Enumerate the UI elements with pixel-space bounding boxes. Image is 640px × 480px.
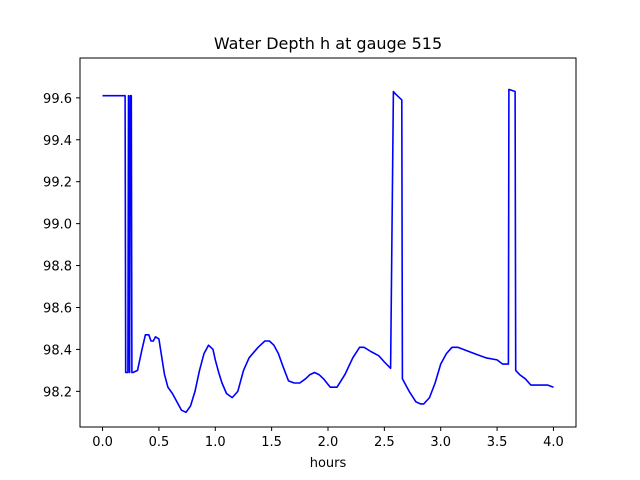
plot-area xyxy=(102,88,554,414)
y-tick-label: 99.4 xyxy=(43,134,72,149)
x-tick-label: 4.0 xyxy=(543,435,564,450)
y-tick-label: 99.0 xyxy=(43,218,72,233)
y-tick-label: 98.2 xyxy=(43,385,72,400)
x-tick-label: 2.5 xyxy=(374,435,395,450)
y-tick-label: 98.6 xyxy=(43,301,72,316)
series-line xyxy=(102,88,554,414)
y-tick-label: 99.2 xyxy=(43,176,72,191)
y-axis: 98.2 98.4 98.6 98.8 99.0 99.2 99.4 99.6 xyxy=(43,92,80,400)
x-tick-label: 0.0 xyxy=(92,435,113,450)
x-axis-label: hours xyxy=(310,456,347,471)
y-tick-label: 99.6 xyxy=(43,92,72,107)
x-axis: 0.0 0.5 1.0 1.5 2.0 2.5 3.0 3.5 4.0 xyxy=(92,427,564,450)
x-tick-label: 1.0 xyxy=(205,435,226,450)
chart-title: Water Depth h at gauge 515 xyxy=(214,34,442,53)
x-tick-label: 1.5 xyxy=(261,435,282,450)
x-tick-label: 3.5 xyxy=(487,435,508,450)
x-tick-label: 0.5 xyxy=(149,435,170,450)
plot-frame xyxy=(79,57,577,428)
y-tick-label: 98.8 xyxy=(43,260,72,275)
y-tick-label: 98.4 xyxy=(43,343,72,358)
x-tick-label: 2.0 xyxy=(318,435,339,450)
x-tick-label: 3.0 xyxy=(430,435,451,450)
